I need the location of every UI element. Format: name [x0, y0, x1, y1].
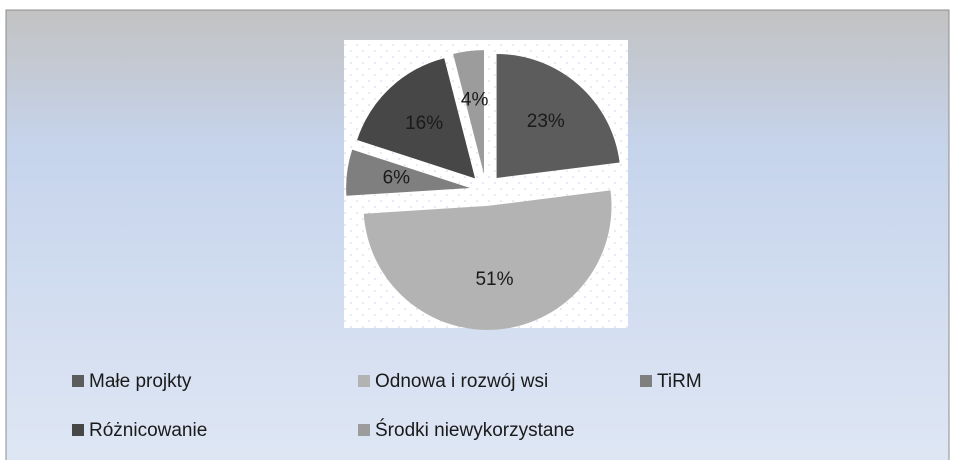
data-label: 23% — [527, 111, 565, 132]
data-label: 51% — [475, 269, 513, 290]
legend-label: Małe projkty — [89, 371, 192, 392]
data-label: 16% — [405, 113, 443, 134]
data-label: 4% — [461, 89, 489, 110]
pie: 23% 51% 6% 16% 4% — [346, 50, 620, 330]
legend: Małe projkty Odnowa i rozwój wsi TiRM Różni… — [72, 371, 702, 441]
legend-swatch — [358, 424, 370, 436]
data-label: 6% — [383, 168, 411, 189]
legend-label: Różnicowanie — [89, 420, 207, 441]
pie-slice — [496, 53, 620, 178]
legend-swatch — [640, 375, 652, 387]
legend-swatch — [72, 424, 84, 436]
chart-border — [5, 9, 950, 460]
pie-slice — [453, 50, 484, 175]
legend-swatch — [358, 375, 370, 387]
pie-slice — [357, 58, 476, 179]
pie-slice — [363, 190, 612, 330]
legend-swatch — [72, 375, 84, 387]
pie-slice — [346, 149, 471, 196]
legend-label: Odnowa i rozwój wsi — [375, 371, 548, 392]
legend-label: TiRM — [657, 371, 702, 392]
legend-label: Środki niewykorzystane — [375, 419, 575, 441]
